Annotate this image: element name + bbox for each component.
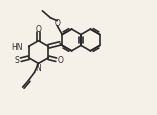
Text: O: O	[54, 19, 60, 28]
Text: N: N	[36, 63, 41, 72]
Text: O: O	[35, 25, 41, 34]
Text: S: S	[14, 56, 19, 65]
Text: HN: HN	[12, 43, 23, 51]
Text: O: O	[57, 56, 63, 65]
